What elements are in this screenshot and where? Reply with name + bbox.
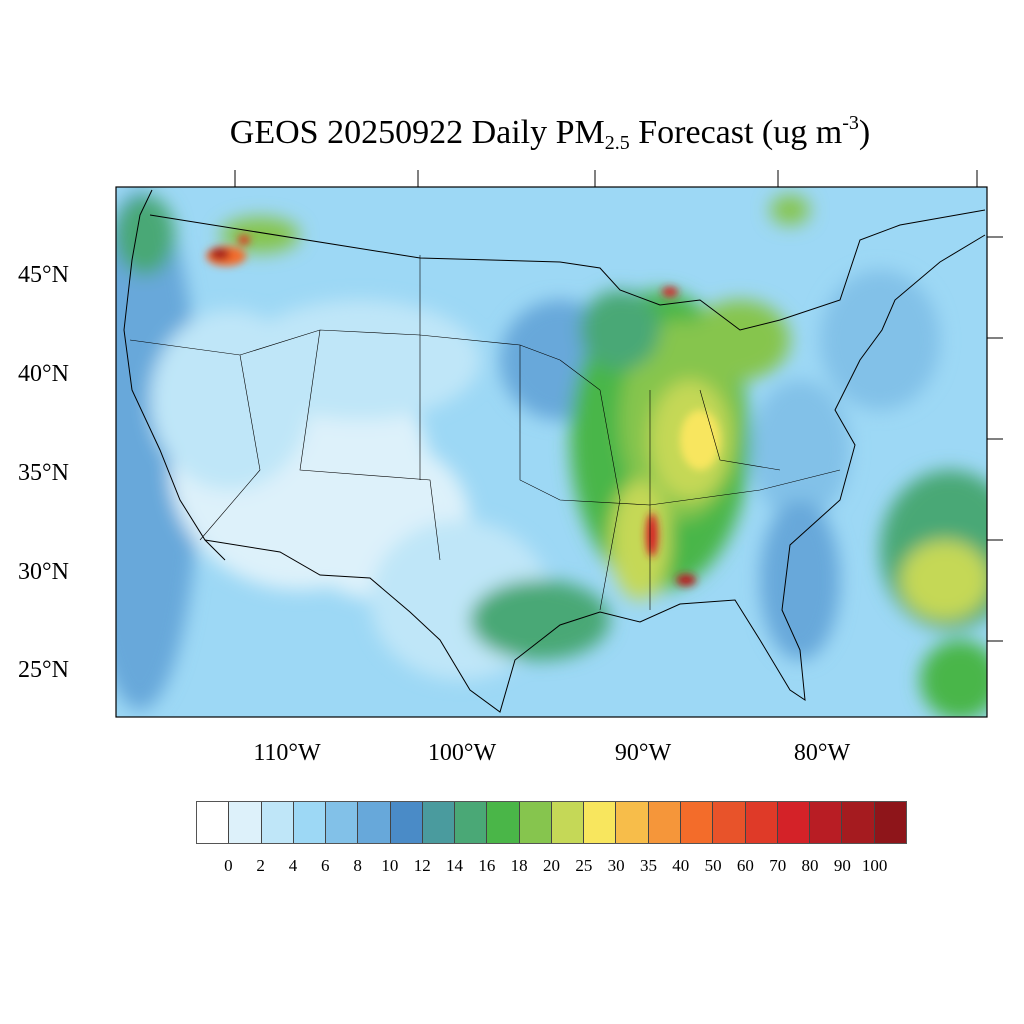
- colorbar-box: [616, 802, 649, 843]
- colorbar-box: [455, 802, 488, 843]
- colorbar-box: [713, 802, 746, 843]
- colorbar-box: [326, 802, 359, 843]
- colorbar-label: 12: [413, 856, 431, 875]
- concentration-field: [116, 187, 987, 717]
- colorbar-label: 30: [607, 856, 625, 875]
- colorbar-label: 60: [736, 856, 754, 875]
- colorbar-box: [261, 802, 294, 843]
- map-title: GEOS 20250922 Daily PM2.5 Forecast (ug m…: [229, 112, 871, 154]
- lat-label-25n: 25°N: [18, 657, 69, 683]
- colorbar-box: [810, 802, 843, 843]
- colorbar-box: [680, 802, 714, 843]
- colorbar-label: 35: [639, 856, 657, 875]
- lon-label-100w: 100°W: [427, 740, 497, 766]
- colorbar-box: [648, 802, 681, 843]
- lon-label-80w: 80°W: [793, 740, 851, 766]
- colorbar-box: [390, 802, 423, 843]
- colorbar-label: 10: [381, 856, 399, 875]
- colorbar-box: [229, 802, 262, 843]
- colorbar-label: 100: [861, 856, 888, 875]
- colorbar-label: 6: [321, 856, 330, 875]
- colorbar-box: [745, 802, 778, 843]
- lon-label-90w: 90°W: [614, 740, 672, 766]
- colorbar-box: [874, 802, 906, 843]
- colorbar-label: 90: [833, 856, 851, 875]
- map-frame: [115, 186, 988, 718]
- colorbar-box: [487, 802, 520, 843]
- axis-ticks: [234, 170, 1003, 642]
- colorbar-label: 50: [704, 856, 722, 875]
- coastline-borders: [123, 189, 986, 713]
- colorbar-label: 8: [353, 856, 362, 875]
- colorbar-label: 18: [510, 856, 528, 875]
- colorbar-box: [422, 802, 456, 843]
- colorbar-label: 40: [672, 856, 690, 875]
- colorbar-label: 16: [478, 856, 496, 875]
- colorbar-label: 2: [256, 856, 265, 875]
- lat-label-35n: 35°N: [18, 460, 69, 486]
- colorbar-label: 25: [575, 856, 593, 875]
- colorbar-box: [584, 802, 617, 843]
- colorbar-box: [519, 802, 552, 843]
- lat-label-30n: 30°N: [18, 559, 69, 585]
- colorbar-box: [551, 802, 585, 843]
- lat-label-40n: 40°N: [18, 361, 69, 387]
- colorbar: [196, 801, 907, 844]
- colorbar-box: [777, 802, 811, 843]
- lat-label-45n: 45°N: [18, 262, 69, 288]
- colorbar-box: [293, 802, 327, 843]
- colorbar-label: 70: [769, 856, 787, 875]
- colorbar-box: [358, 802, 391, 843]
- colorbar-box: [842, 802, 875, 843]
- colorbar-label: 0: [224, 856, 233, 875]
- lon-label-110w: 110°W: [253, 740, 321, 766]
- colorbar-box: [197, 802, 230, 843]
- colorbar-label: 20: [543, 856, 560, 875]
- colorbar-label: 80: [801, 856, 819, 875]
- colorbar-label: 14: [446, 856, 464, 875]
- colorbar-label: 4: [288, 856, 298, 875]
